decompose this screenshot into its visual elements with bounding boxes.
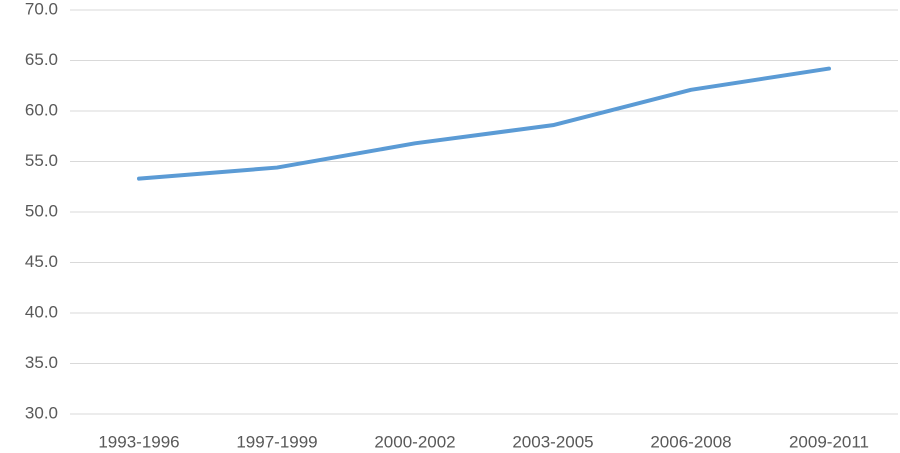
y-tick-label: 30.0: [25, 403, 58, 422]
y-tick-label: 65.0: [25, 50, 58, 69]
x-tick-label: 2006-2008: [650, 432, 731, 451]
y-tick-label: 45.0: [25, 252, 58, 271]
x-tick-label: 2003-2005: [512, 432, 593, 451]
x-tick-label: 2000-2002: [374, 432, 455, 451]
y-tick-label: 55.0: [25, 151, 58, 170]
y-tick-label: 50.0: [25, 201, 58, 220]
y-tick-label: 35.0: [25, 353, 58, 372]
data-line: [137, 66, 831, 181]
x-tick-label: 1997-1999: [236, 432, 317, 451]
y-tick-label: 70.0: [25, 0, 58, 18]
y-tick-label: 40.0: [25, 302, 58, 321]
y-tick-label: 60.0: [25, 100, 58, 119]
x-tick-label: 2009-2011: [789, 432, 869, 451]
x-tick-label: 1993-1996: [98, 432, 179, 451]
